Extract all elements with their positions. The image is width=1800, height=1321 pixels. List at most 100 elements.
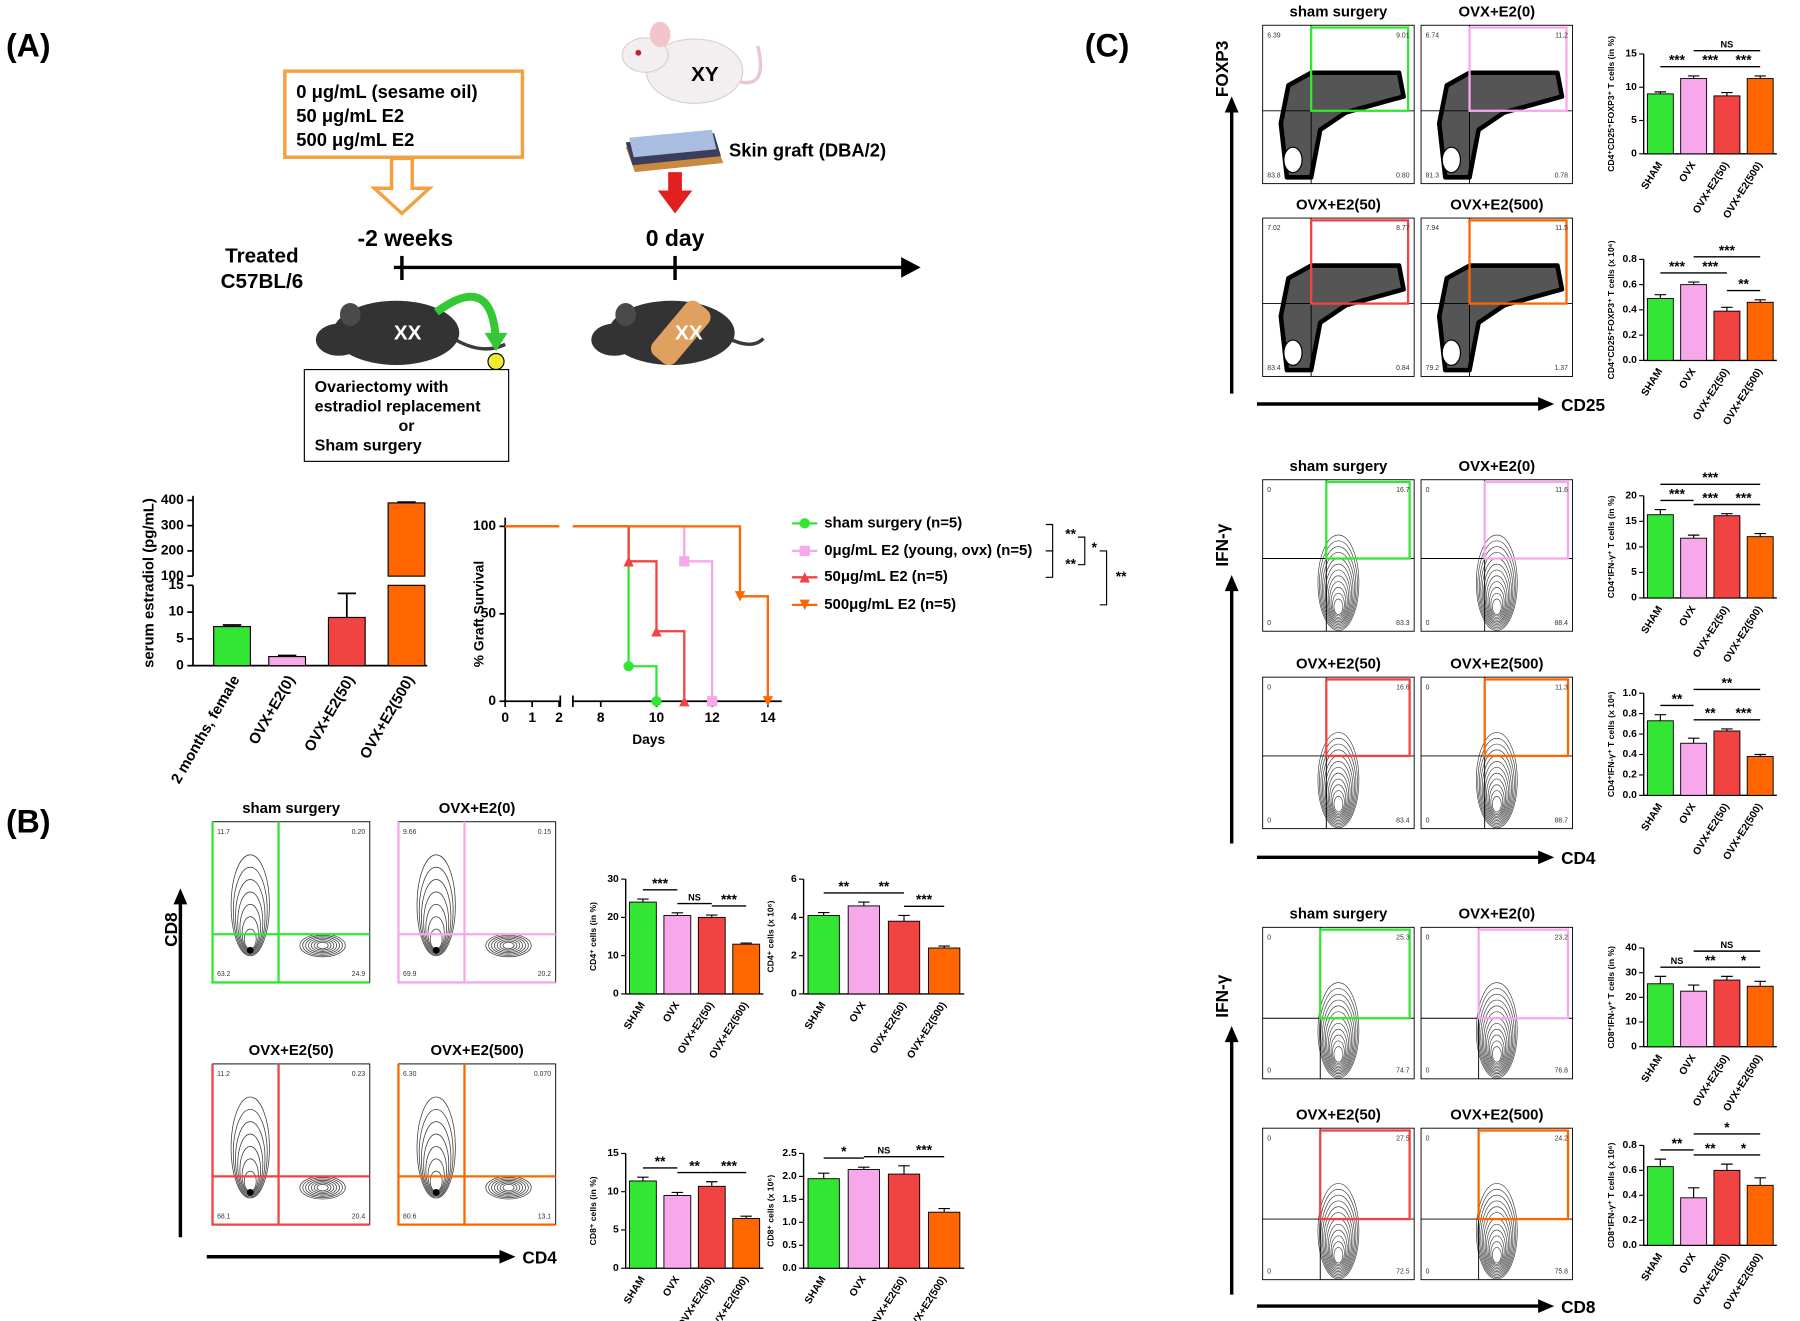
gate: [1477, 1129, 1570, 1221]
bar: [1646, 983, 1674, 1048]
contour: [1330, 1034, 1347, 1066]
contour: [1489, 784, 1505, 816]
contour: [493, 1179, 524, 1196]
quadrant-value: 11.7: [217, 829, 230, 836]
contour: [1480, 999, 1514, 1075]
donor-label: XY: [691, 63, 719, 86]
surgery-box: [303, 368, 510, 462]
contour: [1333, 796, 1344, 813]
bar: [1680, 742, 1708, 796]
mouse-ear: [649, 21, 671, 48]
error-bar: [1721, 728, 1733, 732]
y-tick-label: 100: [161, 568, 184, 583]
contour: [1487, 581, 1506, 620]
bar: [1746, 756, 1774, 796]
significance-label: **: [1672, 1136, 1683, 1151]
plot-title: OVX+E2(500): [1450, 1106, 1543, 1123]
quadrant-value: 0: [1426, 684, 1430, 691]
y-tick-label: 10: [607, 950, 619, 961]
contour: [1483, 1011, 1511, 1072]
mouse-ear: [339, 302, 361, 326]
significance-label: **: [1705, 706, 1716, 721]
quadrant-value: 72.5: [1396, 1268, 1410, 1275]
contour: [418, 1108, 454, 1198]
plot-frame: [397, 821, 557, 983]
gate: [1310, 26, 1410, 112]
plot-title: OVX+E2(50): [1296, 1106, 1381, 1123]
x-tick-label: 2: [555, 710, 563, 725]
gate: [1319, 928, 1411, 1020]
bar: [1713, 515, 1741, 599]
contour: [1475, 982, 1518, 1079]
gate: [1468, 219, 1568, 305]
recipient-label: C57BL/6: [221, 270, 304, 293]
timepoint: -2 weeks: [358, 225, 454, 251]
quadrant-value: 1.37: [1555, 365, 1569, 372]
quadrant-value: 69.9: [403, 971, 417, 978]
quadrant-value: 11.5: [1555, 225, 1568, 232]
quadrant-value: 11.2: [217, 1071, 230, 1078]
y-tick-label: 6: [791, 874, 797, 885]
contour: [1486, 1022, 1508, 1069]
flow-plot: 11.7 0.20 63.2 24.9 sham surgery: [211, 800, 371, 984]
bar: [847, 1169, 880, 1269]
flow-plot: 0 16.7 0 83.3 sham surgery: [1262, 458, 1415, 632]
error-bar: [858, 901, 870, 906]
y-tick-label: 10: [1625, 542, 1637, 553]
significance-label: NS: [1721, 39, 1734, 49]
bar: [387, 502, 426, 577]
significance-label: ***: [1702, 470, 1719, 485]
y-tick-label: 300: [161, 517, 184, 532]
bar: [928, 1211, 961, 1269]
surgery-text: or: [398, 417, 414, 435]
marker: [651, 626, 662, 637]
contour: [1491, 1046, 1502, 1063]
contour: [499, 940, 518, 951]
error-bar: [671, 1191, 684, 1196]
error-bar: [1687, 281, 1700, 285]
plot-frame: [397, 1063, 557, 1226]
gate: [1483, 480, 1570, 560]
contour: [305, 936, 341, 955]
dose-box: [283, 69, 525, 159]
contour: [1491, 1247, 1502, 1264]
significance-label: ***: [1669, 486, 1686, 501]
bar: [327, 616, 366, 667]
significance-label: **: [1672, 691, 1683, 706]
axis-title: IFN-γ: [1212, 523, 1232, 566]
panel-label: (B): [6, 804, 51, 840]
y-tick-label: 0.0: [1622, 1240, 1637, 1251]
plot-title: OVX+E2(500): [430, 1042, 523, 1059]
contour: [1490, 1241, 1504, 1265]
contour: [1320, 1194, 1357, 1277]
contour: [1324, 1212, 1352, 1273]
y-tick-label: 20: [1625, 992, 1637, 1003]
contour: [1486, 575, 1508, 621]
plot-frame: [1420, 676, 1574, 830]
contour: [1317, 732, 1360, 829]
contour: [1475, 732, 1518, 829]
flow-plot: 0 27.5 0 72.5 OVX+E2(50): [1262, 1106, 1415, 1281]
error-bar: [1754, 299, 1766, 303]
contour: [488, 935, 529, 956]
quadrant-value: 83.4: [1396, 817, 1410, 824]
y-tick-label: 20: [607, 912, 619, 923]
contour: [1329, 1229, 1348, 1268]
quadrant-value: 0: [1426, 1068, 1430, 1075]
mouse-ear: [615, 302, 637, 326]
significance-label: **: [1705, 953, 1716, 968]
gate: [1319, 1129, 1411, 1221]
contour: [1332, 592, 1345, 617]
contour: [1327, 575, 1350, 621]
y-tick-label: 0: [1631, 1041, 1637, 1052]
panel-label: (C): [1085, 28, 1130, 64]
y-tick-label: 0.8: [1622, 708, 1637, 719]
error-bar: [1687, 984, 1700, 992]
contour: [491, 1178, 526, 1197]
x-tick-label: 0: [501, 710, 509, 725]
mouse-tail: [452, 337, 506, 351]
quadrant-value: 83.3: [1396, 620, 1410, 627]
contour-core: [246, 946, 254, 954]
contour: [502, 1183, 515, 1192]
quadrant-value: 11.2: [1555, 32, 1568, 39]
